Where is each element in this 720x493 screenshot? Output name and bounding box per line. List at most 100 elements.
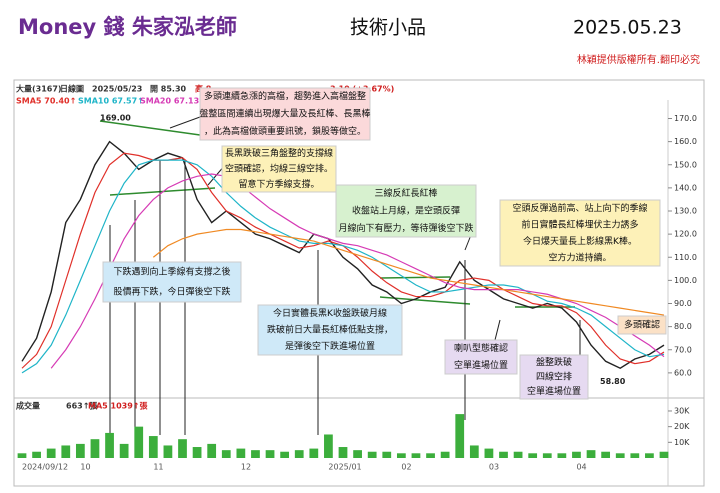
bar (265, 450, 275, 458)
y-tick-label: 70.0 (674, 345, 692, 354)
arrow (494, 319, 501, 341)
bar (601, 451, 611, 458)
y-tick-label: 150.0 (674, 160, 697, 169)
x-tick-label: 10 (80, 463, 90, 472)
bar (440, 451, 450, 458)
annotation-text: 是彈後空下跌進場位置 (285, 340, 375, 352)
y-tick-label: 90.0 (674, 299, 692, 308)
annotation-text: 留意下方季線支撐。 (238, 178, 319, 190)
x-tick-label: 2024/09/12 (22, 463, 68, 472)
annotation-text: 多頭連續急漲的高檔，趨勢進入高檔盤整 (204, 90, 366, 102)
bar (17, 453, 27, 458)
bar (309, 448, 319, 458)
annotation-box (519, 354, 589, 400)
annotation-text: 今日實體長黑K收盤跌破月線 (273, 307, 387, 319)
annotation-box (102, 261, 242, 303)
bar (280, 451, 290, 458)
bar (32, 451, 41, 458)
legend-label: 663↑張 (66, 402, 98, 411)
y-tick-label: 160.0 (674, 137, 697, 146)
x-tick-label: 12 (241, 463, 251, 472)
point-label: 169.00 (100, 113, 131, 122)
annotation-text: 空頭反彈過前高、站上向下的季線 (512, 202, 647, 214)
bar (90, 439, 100, 458)
y-tick-label: 20K (674, 422, 690, 431)
y-tick-label: 110.0 (674, 253, 697, 262)
bar (630, 453, 640, 458)
bar (236, 448, 246, 458)
legend-label: MA5 1039↑張 (88, 402, 148, 411)
bar (119, 443, 129, 458)
bar (572, 451, 581, 458)
legend-label: SMA5 70.40↑ (16, 97, 76, 106)
point-label: 58.80 (600, 377, 626, 386)
bar (178, 439, 187, 458)
annotation-text: 股價再下跌，今日彈後空下跌 (113, 286, 230, 298)
info-text: 日線圖 (60, 84, 84, 94)
bar (455, 414, 465, 458)
bar (484, 448, 494, 458)
bar (221, 450, 231, 458)
bar (75, 443, 85, 458)
annotation-text: 盤整區間連續出現爆大量及長紅棒、長黑棒 (199, 108, 370, 120)
bar (192, 447, 202, 458)
annotation-text: 前日實體長紅棒埋伏主力誘多 (521, 218, 638, 230)
info-text: 大量(3167) (16, 84, 62, 94)
bar (411, 453, 421, 458)
annotation-text: 跌破前日大量長紅棒低點支撐， (267, 324, 393, 336)
copyright: 林穎提供版權所有.翻印必究 (577, 53, 700, 66)
series-line (21, 140, 665, 370)
bar (469, 445, 479, 458)
x-tick-label: 11 (153, 463, 163, 472)
trendline (379, 276, 451, 279)
bar (659, 451, 669, 458)
bar (148, 436, 158, 458)
bar (134, 426, 144, 458)
y-tick-label: 60.0 (674, 368, 692, 377)
x-tick-label: 04 (576, 463, 586, 472)
y-tick-label: 80.0 (674, 322, 692, 331)
annotation-text: 下跌遇到向上季線有支撐之後 (113, 266, 230, 278)
bar (324, 434, 333, 458)
annotation-text: 今日爆天量長上影線黑K棒。 (523, 235, 637, 247)
legend-label: SMA20 67.13↓ (140, 97, 206, 106)
trendline (99, 120, 201, 136)
annotation-text: 空單進場位置 (454, 359, 508, 371)
annotation-text: 盤整跌破 (536, 356, 572, 368)
legend-label: SMA10 67.57↑ (78, 97, 144, 106)
annotation-text: 多頭確認 (624, 319, 660, 331)
annotation-text: ，此為高檔做頭重要訊號，鎖股等做空。 (204, 125, 366, 137)
annotation-text: 空單進場位置 (527, 385, 581, 397)
bar (163, 445, 173, 458)
annotation-box (335, 184, 477, 238)
annotation-box (444, 339, 518, 375)
y-tick-label: 100.0 (674, 276, 697, 285)
annotation-text: 空頭確認，均線三線空排。 (225, 163, 333, 175)
annotation-text: 長黑跌破三角盤整的支撐線 (225, 147, 333, 159)
bar (528, 453, 538, 458)
bar (105, 432, 114, 458)
annotation-box (499, 199, 661, 267)
bar (382, 451, 392, 458)
date: 2025.05.23 (573, 17, 682, 39)
bar (251, 450, 260, 458)
annotation-text: 月線向下有壓力，等待彈後空下跌 (338, 222, 473, 234)
arrow (169, 116, 201, 129)
x-tick-label: 02 (401, 463, 411, 472)
chart-frame (13, 79, 705, 487)
bar (645, 453, 654, 458)
bar (396, 453, 406, 458)
x-tick-label: 2025/01 (328, 463, 361, 472)
bar (294, 450, 304, 458)
y-tick-label: 30K (674, 406, 690, 415)
series-line (152, 228, 665, 316)
bar (615, 453, 625, 458)
info-text: 2025/05/23 (92, 85, 142, 94)
annotation-text: 空方力道持續。 (548, 251, 611, 263)
y-tick-label: 120.0 (674, 230, 697, 239)
y-tick-label: 140.0 (674, 183, 697, 192)
annotation-box (257, 304, 403, 356)
annotation-box (199, 87, 371, 141)
info-text: 開 85.30 (150, 85, 187, 94)
